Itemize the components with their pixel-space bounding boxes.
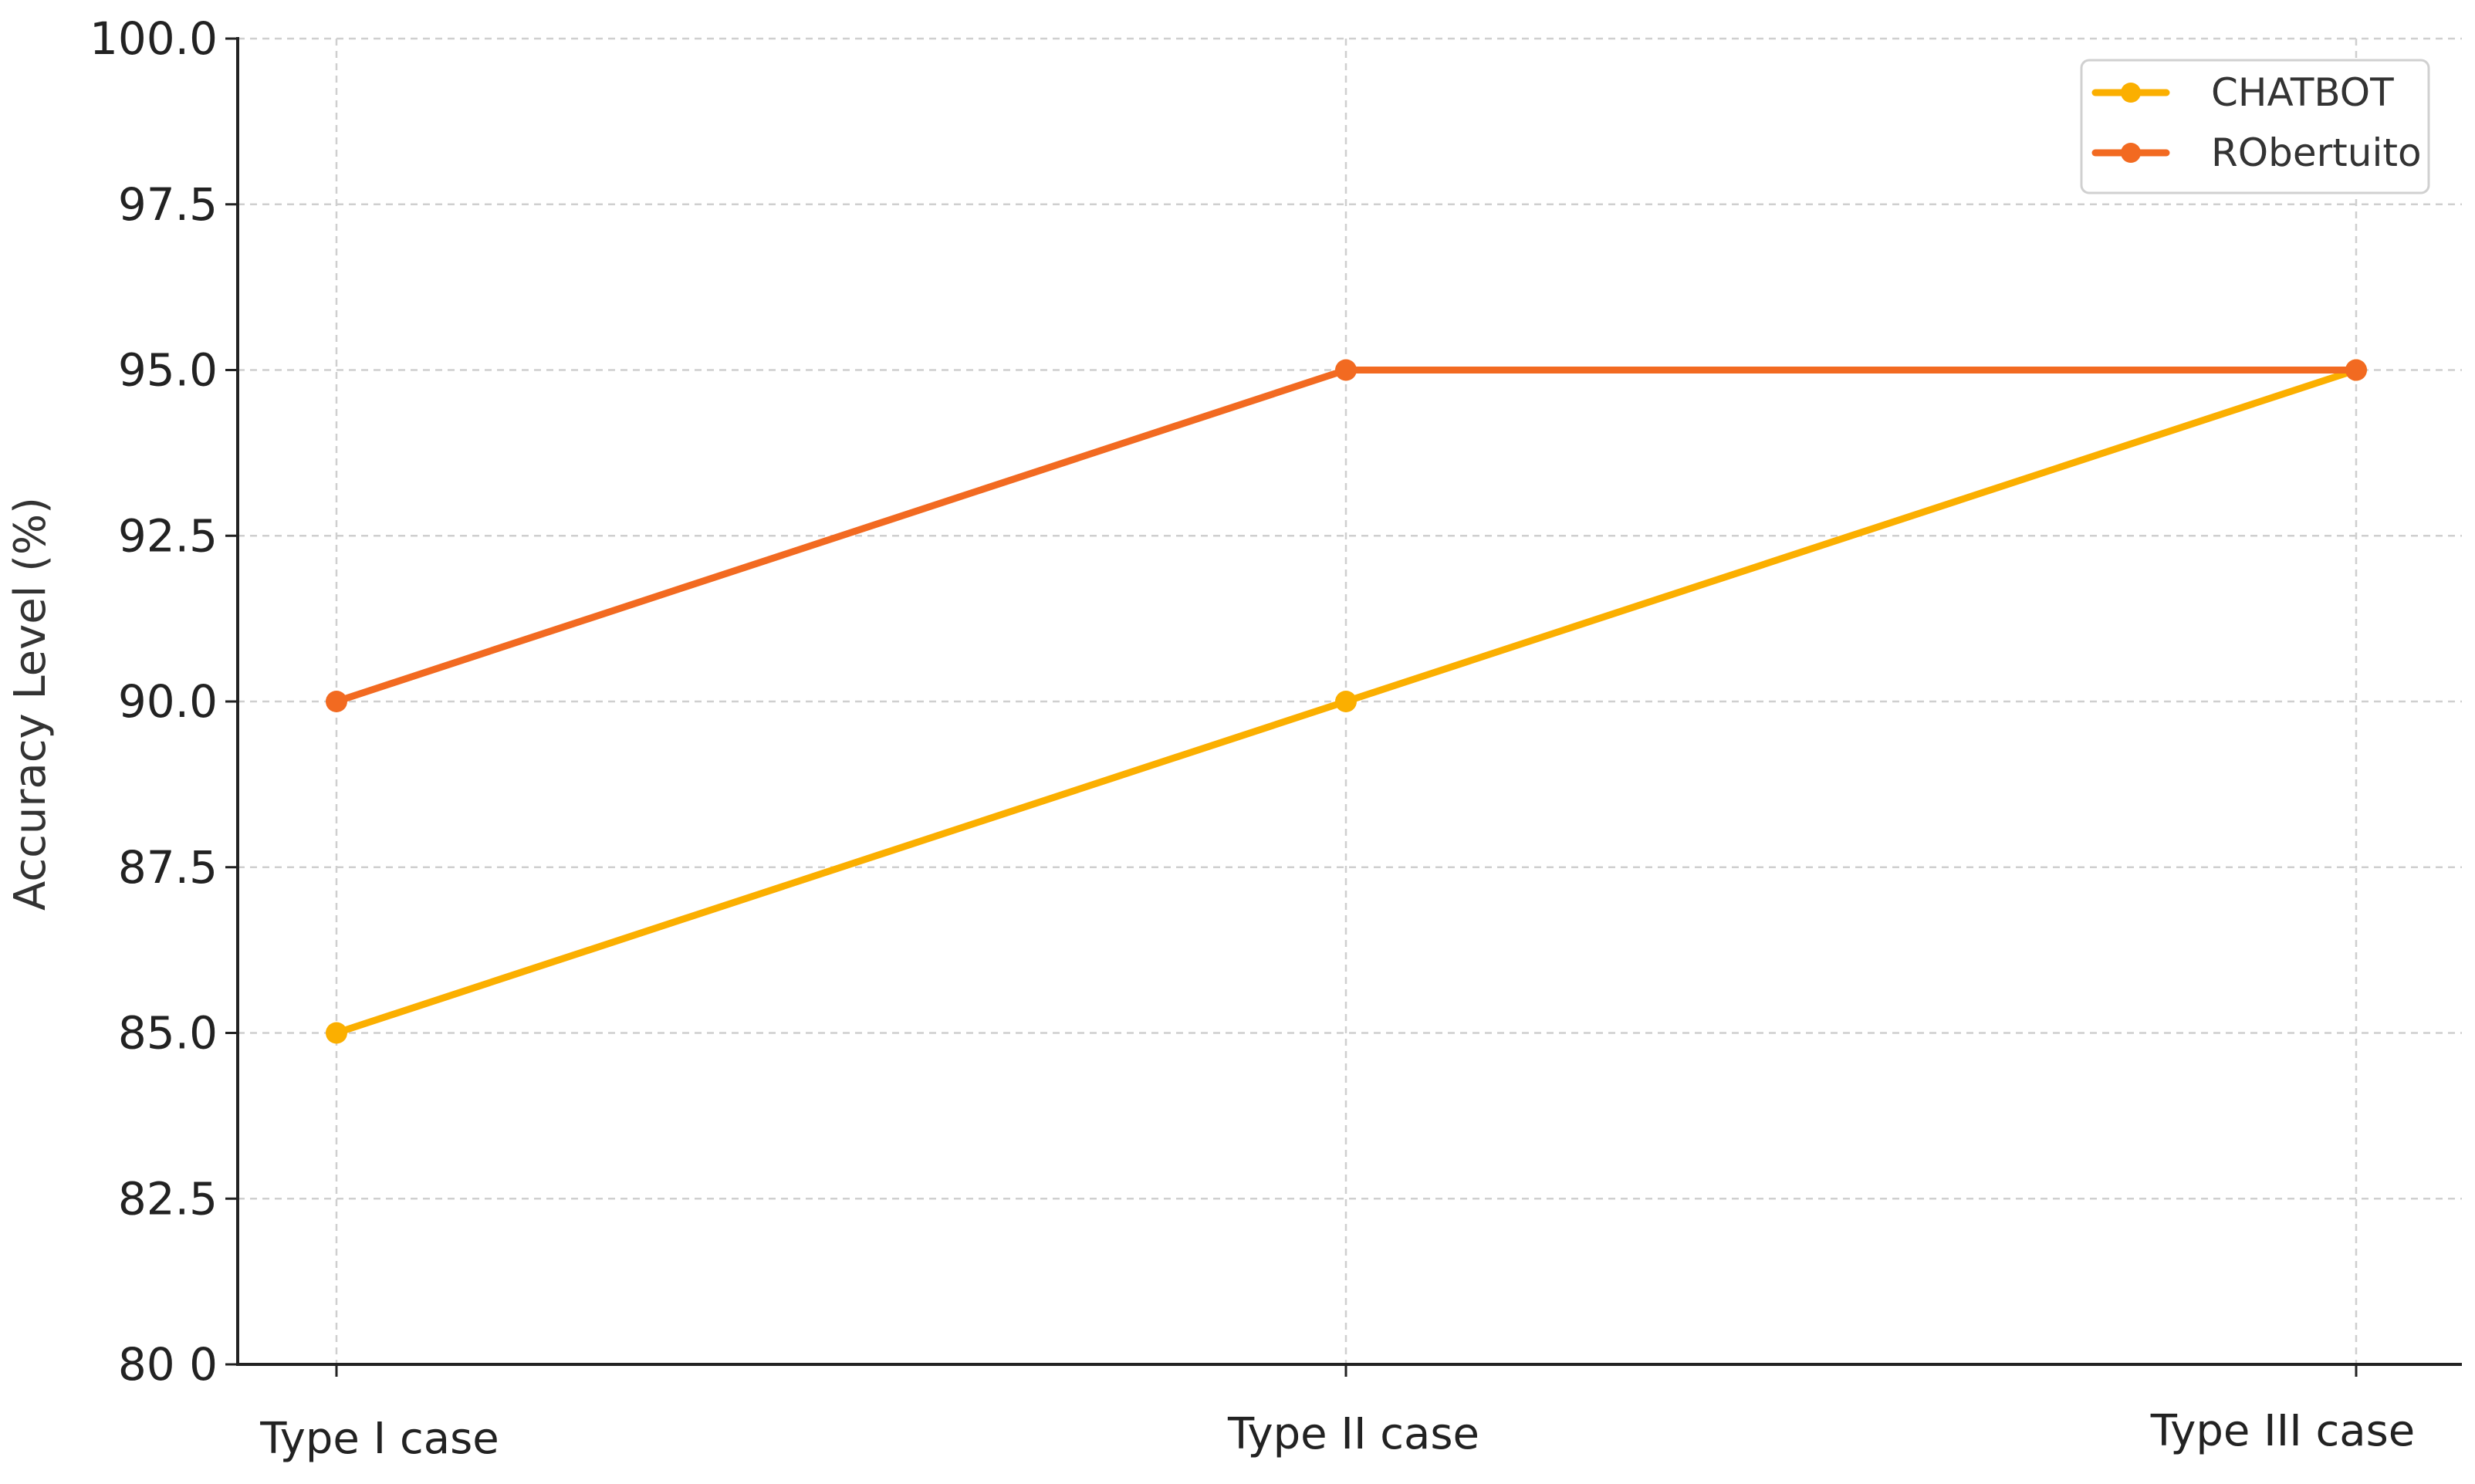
y-tick-label: 97.5: [118, 178, 218, 231]
data-point-robertuito: [2345, 359, 2367, 381]
data-point-robertuito: [326, 691, 347, 712]
x-tick-label: Type III case: [2150, 1406, 2416, 1456]
y-axis-title: Accuracy Level (%): [5, 497, 56, 911]
axes: [225, 37, 2462, 1377]
data-point-robertuito: [1335, 359, 1357, 381]
x-tick-label: Type I case: [259, 1414, 499, 1464]
data-point-chatbot: [326, 1022, 347, 1044]
y-tick-label: 87.5: [118, 841, 218, 894]
y-tick-label: 82.5: [118, 1172, 218, 1225]
y-tick-label: 95.0: [118, 344, 218, 397]
y-tick-label: 90.0: [118, 675, 218, 728]
y-tick-label: 100.0: [90, 12, 218, 65]
y-tick-labels: 80 0 82.5 85.0 87.5 90.0 92.5 95.0 97.5 100.0: [90, 12, 218, 1391]
legend-swatch-marker: [2121, 143, 2141, 163]
series: [326, 359, 2367, 1044]
legend-swatch-marker: [2121, 83, 2141, 103]
y-tick-label: 92.5: [118, 509, 218, 562]
y-tick-label: 80 0: [118, 1338, 218, 1391]
x-tick-labels: Type I case Type II case Type III case: [259, 1406, 2415, 1464]
legend[interactable]: CHATBOT RObertuito: [2080, 59, 2430, 194]
legend-label[interactable]: CHATBOT: [2211, 70, 2394, 115]
y-tick-label: 85.0: [118, 1007, 218, 1060]
legend-label[interactable]: RObertuito: [2211, 130, 2422, 175]
data-point-chatbot: [1335, 691, 1357, 712]
x-tick-label: Type II case: [1227, 1409, 1479, 1459]
